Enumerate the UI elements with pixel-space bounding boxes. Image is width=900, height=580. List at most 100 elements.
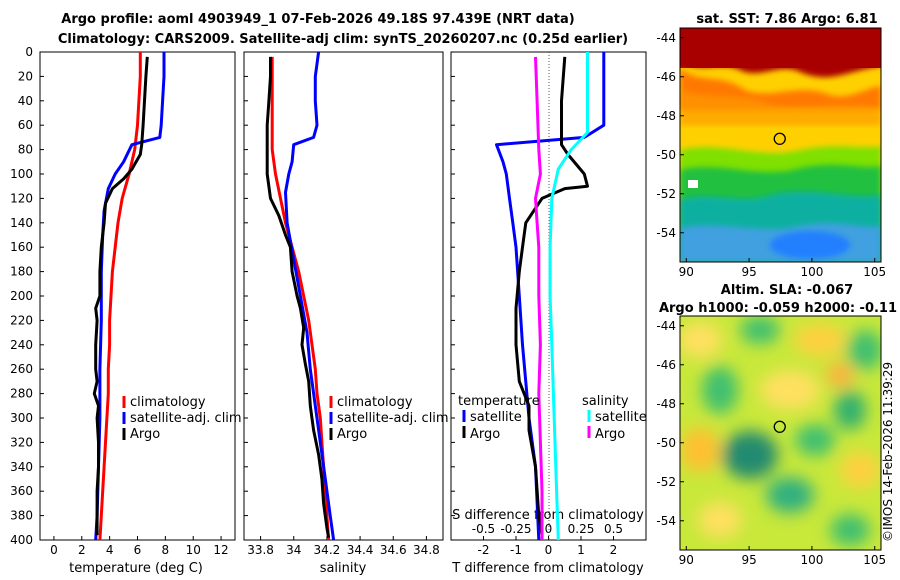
series-line-climatology [98, 52, 142, 540]
series-line-satellite-adj-clim [94, 52, 166, 540]
sst-map-frame [679, 27, 882, 263]
map-y-tick-label: -44 [656, 319, 676, 333]
map-y-tick-label: -52 [656, 475, 676, 489]
depth-tick-label: 340 [10, 460, 33, 474]
depth-tick-label: 40 [18, 94, 33, 108]
legend-label-s-satellite: satellite [595, 410, 647, 425]
x-tick-label: 34.2 [314, 543, 341, 557]
x-tick-label: 34 [286, 543, 301, 557]
depth-tick-label: 0 [25, 45, 33, 59]
sla-map-frame [679, 315, 882, 551]
x-tick-label: 2 [610, 543, 618, 557]
s-diff-tick-label: 0.5 [604, 522, 623, 536]
depth-tick-label: 20 [18, 69, 33, 83]
imos-credit: ©IMOS 14-Feb-2026 11:39:29 [881, 362, 895, 542]
temperature-legend: climatology satellite-adj. clim Argo [122, 395, 242, 442]
sst-map-axes: 90 95 100 105 -44 -46 -48 -50 -52 -54 [656, 31, 886, 279]
x-tick-label: 1 [577, 543, 585, 557]
legend-title-temperature: temperature [458, 394, 540, 409]
depth-tick-label: 160 [10, 240, 33, 254]
map-x-tick-label: 95 [741, 553, 756, 567]
salinity-axis-ticks: 33.8 34 34.2 34.4 34.6 34.8 [247, 536, 440, 557]
depth-tick-label: 360 [10, 484, 33, 498]
x-tick-label: 34.4 [347, 543, 374, 557]
figure-title-line1: Argo profile: aoml 4903949_1 07-Feb-2026… [61, 12, 574, 27]
sla-heatmap [680, 316, 881, 550]
map-y-tick-label: -48 [656, 397, 676, 411]
legend-label-t-argo: Argo [470, 427, 500, 442]
series-line-s-argo [534, 56, 544, 540]
salinity-panel-frame [243, 51, 444, 541]
sla-map-axes: 90 95 100 105 -44 -46 -48 -50 -52 -54 [656, 319, 886, 567]
x-tick-label: 0 [545, 543, 553, 557]
s-diff-tick-label: -0.25 [500, 522, 531, 536]
s-diff-tick-label: -0.5 [472, 522, 495, 536]
depth-tick-label: 320 [10, 435, 33, 449]
t-difference-axis-label: T difference from climatology [451, 561, 644, 576]
legend-label-satellite: satellite-adj. clim [337, 411, 449, 426]
temperature-axis-label: temperature (deg C) [69, 561, 203, 576]
x-tick-label: 34.6 [380, 543, 407, 557]
x-tick-label: 2 [78, 543, 86, 557]
x-tick-label: 0 [50, 543, 58, 557]
legend-label-argo: Argo [130, 427, 160, 442]
map-x-tick-label: 90 [679, 553, 694, 567]
series-line-s-satellite [548, 52, 589, 540]
map-x-tick-label: 100 [800, 265, 823, 279]
legend-label-climatology: climatology [337, 395, 413, 410]
x-tick-label: 4 [106, 543, 114, 557]
legend-label-t-satellite: satellite [470, 410, 522, 425]
difference-series [495, 52, 606, 540]
depth-tick-label: 180 [10, 265, 33, 279]
map-y-tick-label: -44 [656, 31, 676, 45]
x-tick-label: -2 [478, 543, 490, 557]
series-line-argo [265, 56, 331, 538]
depth-tick-label: 60 [18, 118, 33, 132]
salinity-legend: climatology satellite-adj. clim Argo [329, 395, 449, 442]
x-tick-label: 33.8 [247, 543, 274, 557]
series-line-t-satellite [495, 52, 606, 540]
x-tick-label: 6 [134, 543, 142, 557]
depth-tick-label: 100 [10, 167, 33, 181]
map-y-tick-label: -50 [656, 436, 676, 450]
depth-tick-label: 240 [10, 338, 33, 352]
series-line-t-argo [514, 56, 589, 536]
temperature-axis-ticks: 0 2 4 6 8 10 12 [50, 536, 229, 557]
map-x-tick-label: 105 [863, 553, 886, 567]
salinity-axis-label: salinity [320, 561, 367, 576]
difference-legend: temperature satellite Argo salinity sate… [458, 394, 647, 442]
s-difference-axis-ticks: -0.5-0.2500.250.5 [472, 522, 623, 536]
depth-tick-label: 140 [10, 216, 33, 230]
map-y-tick-label: -52 [656, 187, 676, 201]
x-tick-label: -1 [510, 543, 522, 557]
temperature-series [92, 52, 166, 540]
sst-map-title: sat. SST: 7.86 Argo: 6.81 [696, 12, 877, 27]
series-line-satellite-adj-clim [284, 52, 336, 540]
map-y-tick-label: -54 [656, 514, 676, 528]
sst-heatmap [680, 28, 881, 262]
depth-axis: 0 20 40 60 80 100 120 140 160 180 200 220 240 260 280 3… [10, 45, 455, 547]
map-y-tick-label: -46 [656, 70, 676, 84]
map-y-tick-label: -54 [656, 226, 676, 240]
argo-position-marker-sst [773, 132, 786, 145]
depth-tick-label: 80 [18, 143, 33, 157]
depth-tick-label: 260 [10, 362, 33, 376]
map-x-tick-label: 105 [863, 265, 886, 279]
salinity-series [265, 52, 336, 540]
x-tick-label: 12 [213, 543, 228, 557]
x-tick-label: 10 [186, 543, 201, 557]
depth-tick-label: 380 [10, 509, 33, 523]
map-y-tick-label: -46 [656, 358, 676, 372]
depth-tick-label: 120 [10, 191, 33, 205]
depth-tick-label: 300 [10, 411, 33, 425]
depth-tick-label: 280 [10, 387, 33, 401]
legend-label-s-argo: Argo [595, 427, 625, 442]
map-y-tick-label: -50 [656, 148, 676, 162]
s-difference-axis-label: S difference from climatology [452, 508, 644, 523]
figure-title-line2: Climatology: CARS2009. Satellite-adj cli… [58, 32, 628, 47]
legend-label-argo: Argo [337, 427, 367, 442]
t-difference-axis-ticks: -2 -1 0 1 2 [478, 536, 618, 557]
depth-tick-label: 400 [10, 533, 33, 547]
sla-map-title-line2: Argo h1000: -0.059 h2000: -0.11 [659, 301, 897, 316]
